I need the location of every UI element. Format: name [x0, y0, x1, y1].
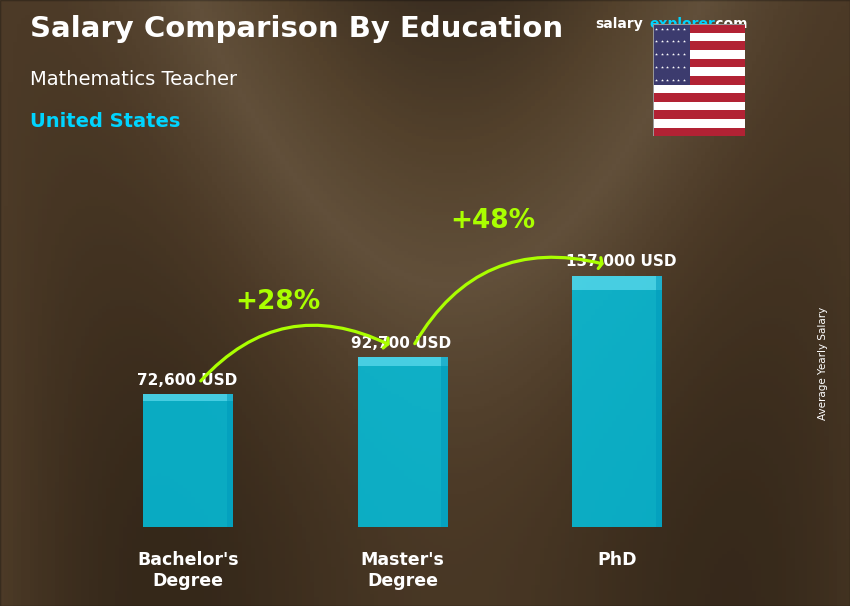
Text: Average Yearly Salary: Average Yearly Salary [818, 307, 828, 420]
Bar [572, 276, 662, 527]
Bar [358, 357, 448, 367]
Text: +48%: +48% [450, 208, 536, 234]
Bar [653, 24, 689, 85]
Bar [653, 93, 745, 102]
Bar [653, 119, 745, 128]
Bar [653, 33, 745, 41]
Bar [572, 276, 662, 290]
Text: explorer: explorer [649, 17, 715, 31]
Text: .com: .com [711, 17, 748, 31]
Bar [441, 357, 448, 527]
Text: Mathematics Teacher: Mathematics Teacher [30, 70, 237, 88]
Text: salary: salary [595, 17, 643, 31]
Bar [653, 76, 745, 85]
Bar [656, 276, 662, 527]
Bar [653, 128, 745, 136]
Text: Salary Comparison By Education: Salary Comparison By Education [30, 15, 563, 43]
Text: 72,600 USD: 72,600 USD [137, 373, 237, 388]
Bar [143, 394, 233, 527]
Text: +28%: +28% [235, 289, 321, 315]
Bar [653, 24, 745, 33]
Bar [653, 85, 745, 93]
Text: Bachelor's
Degree: Bachelor's Degree [138, 551, 239, 590]
Bar [653, 102, 745, 110]
Bar [653, 110, 745, 119]
Bar [653, 50, 745, 59]
Bar [143, 394, 233, 401]
Text: United States: United States [30, 112, 180, 131]
Text: 92,700 USD: 92,700 USD [351, 336, 451, 351]
Bar [653, 41, 745, 50]
Bar [227, 394, 233, 527]
Bar [358, 357, 448, 527]
Bar [653, 67, 745, 76]
Bar [653, 59, 745, 67]
Text: 137,000 USD: 137,000 USD [565, 255, 676, 269]
Text: Master's
Degree: Master's Degree [360, 551, 445, 590]
Text: PhD: PhD [598, 551, 637, 569]
